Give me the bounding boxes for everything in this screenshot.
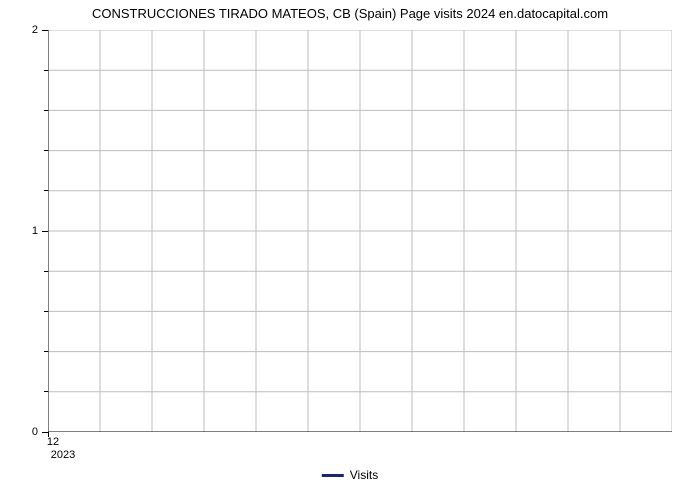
legend-swatch <box>322 474 344 477</box>
chart-title: CONSTRUCCIONES TIRADO MATEOS, CB (Spain)… <box>92 6 608 21</box>
legend: Visits <box>322 468 378 482</box>
y-tick-label: 1 <box>32 225 38 237</box>
x-tick-label: 12 <box>38 436 68 448</box>
plot-area <box>48 30 672 432</box>
legend-label: Visits <box>350 468 378 482</box>
y-tick-label: 2 <box>32 24 38 36</box>
x-year-label: 2023 <box>38 449 88 461</box>
chart-container: CONSTRUCCIONES TIRADO MATEOS, CB (Spain)… <box>0 0 700 500</box>
plot-svg <box>48 30 672 432</box>
